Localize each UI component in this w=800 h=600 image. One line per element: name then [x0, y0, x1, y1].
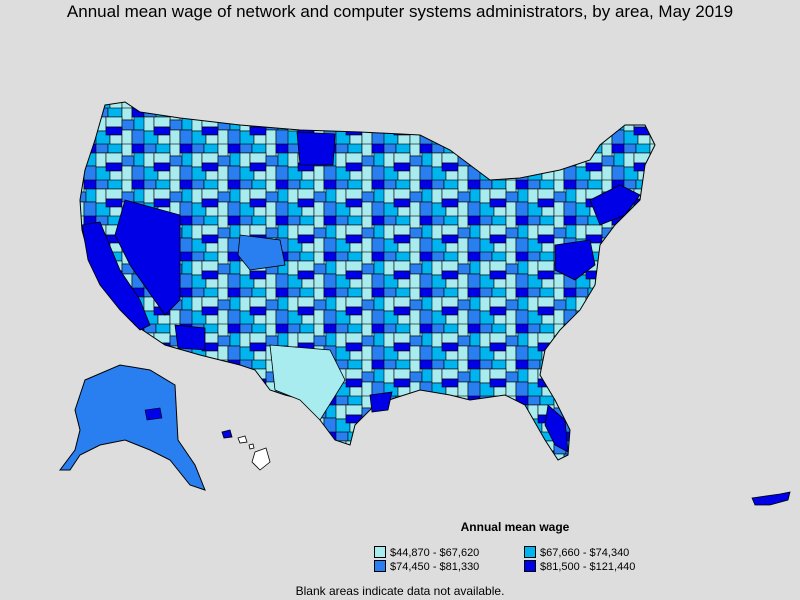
legend-item-2: $67,660 - $74,340 — [524, 546, 629, 560]
legend-swatch-3 — [374, 560, 386, 572]
contiguous-us-shape — [79, 101, 656, 461]
houston-region — [369, 391, 393, 413]
legend-item-4: $81,500 - $121,440 — [524, 560, 635, 574]
alaska-shape — [59, 364, 206, 491]
alaska-hotspot — [144, 407, 163, 421]
no-data-note: Blank areas indicate data not available. — [295, 584, 505, 598]
legend-label-3: $74,450 - $81,330 — [390, 561, 480, 573]
south-florida-region — [544, 404, 569, 453]
puerto-rico-shape — [751, 491, 791, 506]
legend-swatch-4 — [524, 560, 536, 572]
nevada-region — [114, 199, 181, 316]
legend-item-1: $44,870 - $67,620 — [374, 546, 479, 560]
legend-swatch-1 — [374, 546, 386, 558]
legend-label-2: $67,660 - $74,340 — [540, 547, 630, 559]
legend-swatch-2 — [524, 546, 536, 558]
hawaii-islands — [221, 429, 271, 471]
map-title: Annual mean wage of network and computer… — [66, 2, 734, 21]
midwest-region — [237, 234, 286, 271]
legend-label-4: $81,500 - $121,440 — [540, 561, 636, 573]
legend-item-3: $74,450 - $81,330 — [374, 560, 479, 574]
legend-title: Annual mean wage — [460, 520, 570, 534]
washington-dc-region — [554, 239, 596, 281]
arizona-region — [174, 324, 206, 351]
texas-region — [269, 344, 346, 421]
north-dakota-region — [296, 131, 336, 166]
northeast-corridor-region — [589, 184, 641, 226]
california-coast-region — [81, 221, 151, 331]
legend-label-1: $44,870 - $67,620 — [390, 547, 480, 559]
